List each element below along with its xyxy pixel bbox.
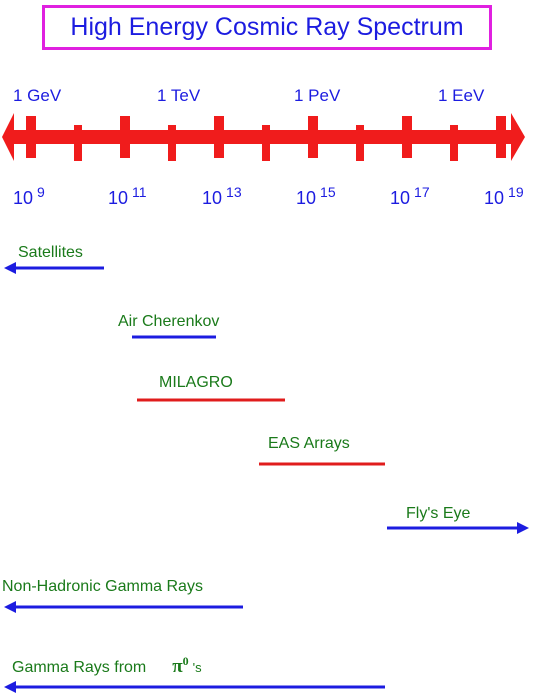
energy-label-gev: 1 GeV <box>13 86 62 105</box>
energy-axis <box>2 113 525 161</box>
label-milagro: MILAGRO <box>159 374 233 391</box>
minor-tick-10 <box>74 125 82 161</box>
diagram-title: High Energy Cosmic Ray Spectrum <box>70 13 464 41</box>
major-tick-13 <box>214 116 224 158</box>
major-tick-15 <box>308 116 318 158</box>
energy-label-pev: 1 PeV <box>294 86 341 105</box>
minor-tick-18 <box>450 125 458 161</box>
minor-tick-12 <box>168 125 176 161</box>
range-satellites <box>4 262 104 274</box>
label-satellites: Satellites <box>18 244 83 261</box>
label-pi0-gamma: Gamma Rays from π0's <box>12 654 202 678</box>
pi-symbol: π0 <box>172 654 189 677</box>
label-eas-arrays: EAS Arrays <box>268 435 350 452</box>
pi0-gamma-arrow-left <box>4 681 16 693</box>
power-label-9: 10 9 <box>13 184 45 208</box>
range-flys-eye <box>387 522 529 534</box>
minor-tick-14 <box>262 125 270 161</box>
range-non-hadronic <box>4 601 243 613</box>
axis-arrow-right <box>511 113 525 161</box>
axis-arrow-left <box>2 113 14 161</box>
major-tick-19 <box>496 116 506 158</box>
range-pi0-gamma <box>4 681 385 693</box>
energy-label-tev: 1 TeV <box>157 86 201 105</box>
power-label-11: 10 11 <box>108 184 147 208</box>
title-box: High Energy Cosmic Ray Spectrum <box>42 5 492 50</box>
pi-suffix: 's <box>192 660 202 675</box>
major-tick-9 <box>26 116 36 158</box>
label-flys-eye: Fly's Eye <box>406 505 471 522</box>
power-label-17: 10 17 <box>390 184 430 208</box>
label-non-hadronic: Non-Hadronic Gamma Rays <box>2 578 203 595</box>
non-hadronic-arrow-left <box>4 601 16 613</box>
major-tick-17 <box>402 116 412 158</box>
pi0-gamma-text: Gamma Rays from <box>12 659 147 676</box>
minor-tick-16 <box>356 125 364 161</box>
major-tick-11 <box>120 116 130 158</box>
power-label-13: 10 13 <box>202 184 242 208</box>
flys-eye-arrow-right <box>517 522 529 534</box>
label-air-cherenkov: Air Cherenkov <box>118 313 220 330</box>
satellites-arrow-left <box>4 262 16 274</box>
energy-label-eev: 1 EeV <box>438 86 485 105</box>
power-label-19: 10 19 <box>484 184 524 208</box>
power-label-15: 10 15 <box>296 184 336 208</box>
